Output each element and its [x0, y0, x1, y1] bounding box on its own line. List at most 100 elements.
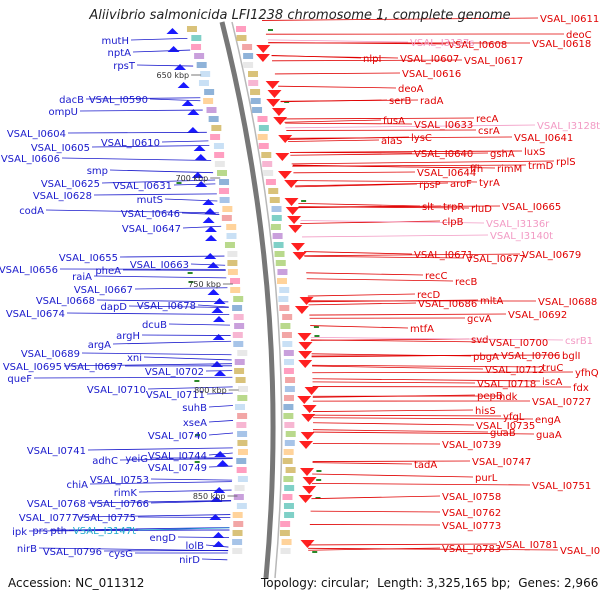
- gene-label: ffh: [470, 164, 483, 175]
- gene-label: csrB1: [565, 336, 593, 347]
- gene-label: VSAL_I0606: [1, 154, 60, 165]
- gene-label: mtfA: [410, 324, 434, 335]
- annotation-block: [271, 215, 282, 221]
- gene-label: alaS: [381, 136, 402, 147]
- plus-strand-feature: [297, 333, 312, 341]
- map-title: Aliivibrio salmonicida LFI1238 chromosom…: [89, 8, 511, 23]
- gene-label: VSAL_I0782: [560, 546, 600, 557]
- label-connector: [134, 287, 228, 290]
- plus-strand-feature: [267, 90, 282, 98]
- gene-label: VSAL_I0689: [21, 349, 80, 360]
- backbone-arc-outer: [231, 21, 283, 579]
- annotation-block: [196, 62, 207, 68]
- annotation-block: [283, 413, 294, 419]
- annotation-block: [283, 503, 294, 509]
- label-connector: [302, 234, 489, 238]
- plus-strand-feature: [256, 45, 271, 53]
- label-connector: [141, 334, 231, 336]
- label-connector: [181, 212, 220, 215]
- gene-label: pbgA: [473, 352, 499, 363]
- annotation-block: [198, 80, 209, 86]
- track-backbone: [219, 21, 283, 579]
- gene-label: VSAL_I0695: [3, 362, 62, 373]
- label-connector: [87, 500, 232, 504]
- label-connector: [313, 429, 489, 433]
- gene-label: VSAL_I0706: [501, 351, 560, 362]
- gene-label: adhC: [92, 456, 118, 467]
- annotation-block: [243, 53, 254, 59]
- label-connector: [89, 481, 232, 485]
- label-connector: [205, 544, 229, 548]
- annotation-block: [222, 206, 233, 212]
- minus-strand-feature: [194, 154, 207, 160]
- annotation-block: [236, 35, 247, 41]
- annotation-block: [232, 332, 243, 338]
- gene-label: VSAL_I0604: [7, 129, 66, 140]
- gene-label: fusA: [383, 116, 405, 127]
- annotation-block: [224, 242, 235, 248]
- gc-marker: [301, 200, 307, 202]
- gene-label: suhB: [182, 403, 207, 414]
- gc-marker: [187, 272, 193, 274]
- gene-label: rimM: [497, 164, 522, 175]
- gene-label: rpsT: [113, 61, 136, 72]
- annotation-block: [257, 134, 268, 140]
- plus-strand-feature: [299, 441, 314, 449]
- label-connector: [308, 302, 417, 306]
- label-connector: [271, 55, 399, 59]
- plus-strand-feature: [275, 153, 290, 161]
- label-connector: [33, 376, 233, 379]
- label-connector: [313, 414, 502, 417]
- plus-strand-feature: [255, 54, 270, 62]
- annotation-block: [214, 152, 225, 158]
- gene-label: VSAL_I0702: [145, 367, 204, 378]
- gene-label: VSAL_I0751: [532, 481, 591, 492]
- label-connector: [287, 136, 513, 139]
- gene-label: cysG: [109, 549, 133, 560]
- annotation-block: [237, 440, 248, 446]
- annotation-block: [233, 314, 244, 320]
- label-connector: [201, 558, 228, 561]
- gene-label: VSAL_I0740: [148, 431, 207, 442]
- minus-strand-feature: [174, 64, 187, 70]
- label-connector: [312, 378, 541, 382]
- annotation-block: [248, 80, 259, 86]
- annotation-block: [283, 368, 294, 374]
- annotation-block: [262, 161, 273, 167]
- annotation-block: [257, 116, 268, 122]
- minus-strand-feature: [191, 172, 204, 178]
- annotation-block: [269, 197, 280, 203]
- annotation-block: [219, 197, 230, 203]
- annotation-block: [232, 512, 243, 518]
- gene-label: luxS: [524, 147, 545, 158]
- gene-label: nirD: [179, 555, 200, 566]
- annotation-block: [204, 89, 215, 95]
- gene-label: VSAL_I0712: [485, 365, 544, 376]
- gene-label: recB: [455, 277, 478, 288]
- label-connector: [291, 160, 555, 165]
- gene-label: smp: [87, 166, 108, 177]
- plus-strand-feature: [266, 99, 281, 107]
- plus-strand-feature: [292, 252, 307, 260]
- label-connector: [87, 447, 233, 451]
- label-connector: [149, 98, 201, 102]
- annotation-block: [203, 98, 214, 104]
- backbone-arc: [219, 21, 276, 579]
- annotation-block: [280, 548, 291, 554]
- annotation-block: [283, 404, 294, 410]
- gene-label: dacB: [59, 95, 84, 106]
- gene-label: VSAL_I0753: [90, 475, 149, 486]
- annotation-block: [279, 305, 290, 311]
- gene-label: nptA: [108, 48, 132, 59]
- label-connector: [295, 182, 449, 187]
- gene-label: VSAL_I0671: [414, 250, 473, 261]
- label-connector: [182, 225, 222, 229]
- label-connector: [308, 543, 498, 546]
- length-value: 3,325,165 bp: [426, 576, 507, 590]
- annotation-block: [243, 62, 254, 68]
- gene-label: radA: [420, 96, 444, 107]
- gene-label: truC: [542, 363, 563, 374]
- minus-strand-feature: [214, 370, 227, 376]
- minus-strand-feature: [202, 217, 215, 223]
